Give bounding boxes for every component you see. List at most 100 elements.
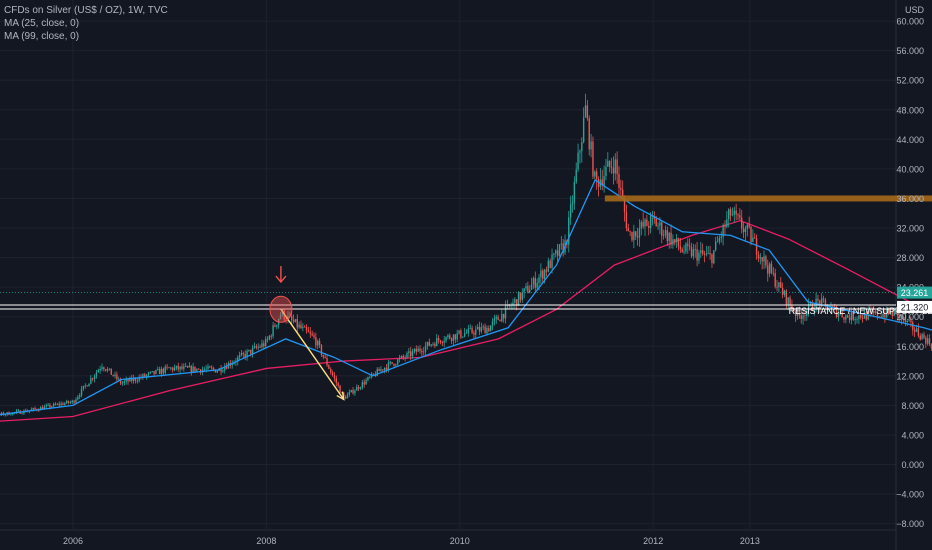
candle-body [237,357,239,362]
chart-legend: CFDs on Silver (US$ / OZ), 1W, TVC MA (2… [4,4,168,43]
candle-body [328,365,330,369]
candle-body [882,314,884,318]
candle-body [145,374,148,377]
candle-body [488,328,490,332]
candle-body [326,357,328,366]
candle-body [78,395,81,397]
candle-body [138,376,140,381]
candle-body [73,400,75,403]
candle-body [711,254,713,264]
candle-body [713,250,715,264]
candle-body [789,297,791,305]
candle-body [778,282,780,287]
candle-body [452,334,455,341]
resistance-circle [269,295,293,323]
candle-body [861,317,864,319]
candle-body [893,309,895,316]
candle-body [393,363,395,366]
candle-body [463,333,466,337]
candle-body [372,373,375,375]
candle-body [242,353,245,354]
candle-body [54,403,57,405]
ma-99-legend[interactable]: MA (99, close, 0) [4,31,80,42]
candle-body [253,346,256,348]
candle-body [900,314,903,320]
candle-body [806,311,808,316]
symbol-title[interactable]: CFDs on Silver (US$ / OZ), 1W, TVC [4,5,168,16]
candle-body [184,366,187,367]
candle-body [41,407,44,410]
candle-body [383,367,386,371]
candle-body [484,326,486,334]
candle-body [43,406,46,410]
candle-body [127,379,129,382]
candle-body [294,319,297,322]
candle-body [346,394,349,399]
candle-body [772,272,775,274]
x-tick-label: 2010 [450,536,470,546]
candle-body [562,243,564,253]
candle-body [555,250,557,254]
candle-body [315,337,317,346]
candle-body [75,399,77,403]
price-axis[interactable]: 60.000 56.000 52.000 48.000 44.000 40.000 36.0… [896,5,932,529]
candle-body [456,333,458,340]
ma-25-legend[interactable]: MA (25, close, 0) [4,18,80,29]
candle-body [335,378,338,384]
candle-body [733,210,735,215]
candle-body [776,286,778,288]
candle-body [359,387,362,389]
candle-body [858,315,860,320]
candle-body [307,330,310,333]
candle-body [309,332,311,334]
candle-body [417,348,419,352]
candle-body [876,310,879,317]
candle-body [785,290,788,305]
candle-body [320,345,323,355]
candle-body [354,390,356,394]
candle-body [292,319,295,322]
y-tick-label: 44.000 [896,135,924,145]
candle-body [285,319,287,321]
candle-body [886,308,888,318]
candle-body [209,366,211,368]
candle-body [800,315,802,319]
candle-body [527,286,529,293]
candle-body [396,359,399,365]
candle-body [251,347,254,354]
candle-body [173,367,176,371]
candle-body [244,353,246,358]
candle-body [655,218,657,227]
candle-body [744,228,747,233]
candle-body [426,341,429,347]
candle-body [595,171,598,180]
candle-body [408,351,410,354]
candle-body [662,235,665,236]
candle-body [493,318,496,322]
candle-body [530,284,533,290]
candle-body [622,189,624,200]
candle-body [497,316,499,320]
candle-body [807,303,810,312]
candle-body [454,334,457,340]
candle-body [752,237,754,242]
candle-body [553,253,555,255]
candle-body [147,372,150,375]
candle-body [770,263,773,273]
candle-body [462,336,464,338]
y-tick-label: 52.000 [896,76,924,86]
current-price-label: 23.261 [901,288,929,298]
candle-body [791,304,793,310]
candle-body [162,368,165,373]
candle-body [428,341,431,346]
y-tick-label: 16.000 [896,342,924,352]
candle-body [919,335,921,340]
candle-body [735,210,737,215]
time-axis[interactable]: 2006200820102012201320152017201920212023 [63,536,932,546]
candle-body [93,375,96,379]
candle-body [4,414,7,416]
candle-body [367,377,369,381]
candle-body [698,252,700,261]
candle-body [441,342,444,343]
